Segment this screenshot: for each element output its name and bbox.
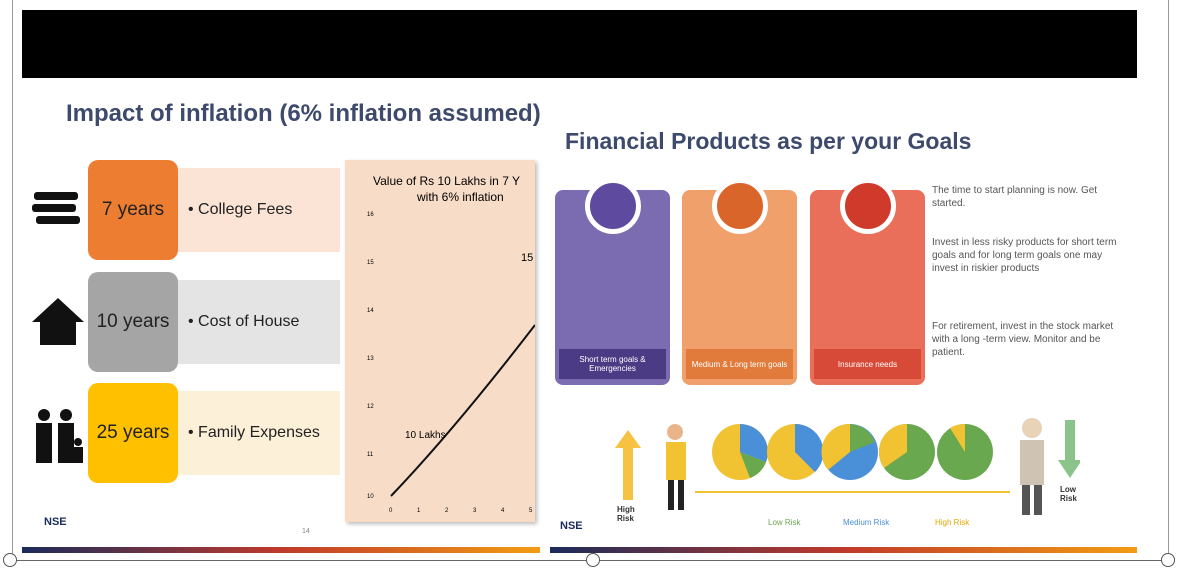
annotation: 10 Lakhs xyxy=(405,430,446,441)
tick: 11 xyxy=(367,452,374,458)
row-years: 7 years xyxy=(88,160,178,260)
frame-left xyxy=(12,0,13,560)
handle[interactable] xyxy=(586,553,600,567)
handle[interactable] xyxy=(3,553,17,567)
curve xyxy=(390,324,535,497)
right-bottom-strip xyxy=(550,547,1137,553)
tick: 0 xyxy=(389,508,393,514)
tick: 4 xyxy=(501,508,505,514)
row: • Family Expenses 25 years xyxy=(88,383,340,483)
icons-left xyxy=(32,192,84,463)
legend-item: High Risk xyxy=(935,518,970,527)
card: Short term goals & Emergencies xyxy=(555,178,670,385)
row-years: 25 years xyxy=(88,383,178,483)
logo: NSE xyxy=(560,520,583,532)
risk-graphic xyxy=(615,418,1080,515)
annotation: 15 xyxy=(521,252,534,264)
tick: 2 xyxy=(445,508,449,514)
row-item: • Cost of House xyxy=(178,280,340,364)
card: Medium & Long term goals xyxy=(682,178,797,385)
y-ticks: 16 15 14 13 12 11 10 xyxy=(367,212,383,502)
top-bar xyxy=(22,10,1137,78)
card-icon xyxy=(712,178,768,234)
row-years: 10 years xyxy=(88,272,178,372)
left-title: Impact of inflation (6% inflation assume… xyxy=(66,100,541,127)
page-number: 14 xyxy=(302,528,310,535)
high-risk: High Risk xyxy=(617,505,635,523)
row: • College Fees 7 years xyxy=(88,160,340,260)
bullet: Invest in less risky products for short … xyxy=(932,237,1117,274)
chart-panel: Value of Rs 10 Lakhs in 7 Y with 6% infl… xyxy=(345,160,535,522)
row-item: • College Fees xyxy=(178,168,340,252)
tick: 10 xyxy=(367,494,374,500)
right-title: Financial Products as per your Goals xyxy=(565,128,972,154)
handle[interactable] xyxy=(1161,553,1175,567)
chart-title: Value of Rs 10 Lakhs in 7 Y xyxy=(373,174,520,188)
frame-right xyxy=(1168,0,1169,560)
card-icon xyxy=(840,178,896,234)
bullet: For retirement, invest in the stock mark… xyxy=(932,321,1114,358)
tick: 16 xyxy=(367,212,374,218)
tick: 5 xyxy=(529,508,533,514)
legend-item: Medium Risk xyxy=(843,518,890,527)
tick: 12 xyxy=(367,404,374,410)
row-item: • Family Expenses xyxy=(178,391,340,475)
legend-item: Low Risk xyxy=(768,518,801,527)
chart-title: with 6% inflation xyxy=(417,190,504,204)
tick: 15 xyxy=(367,260,374,266)
tick: 1 xyxy=(417,508,421,514)
row: • Cost of House 10 years xyxy=(88,272,340,372)
card-label: Medium & Long term goals xyxy=(686,349,793,379)
logo: NSE xyxy=(44,516,67,528)
tick: 14 xyxy=(367,308,374,314)
card-icon xyxy=(585,178,641,234)
tick: 3 xyxy=(473,508,477,514)
card: Insurance needs xyxy=(810,178,925,385)
low-risk: Low Risk xyxy=(1060,485,1077,503)
card-label: Insurance needs xyxy=(814,349,921,379)
card-label: Short term goals & Emergencies xyxy=(559,349,666,379)
bullet: The time to start planning is now. Get s… xyxy=(932,185,1098,209)
left-bottom-strip xyxy=(22,547,540,553)
tick: 13 xyxy=(367,356,374,362)
